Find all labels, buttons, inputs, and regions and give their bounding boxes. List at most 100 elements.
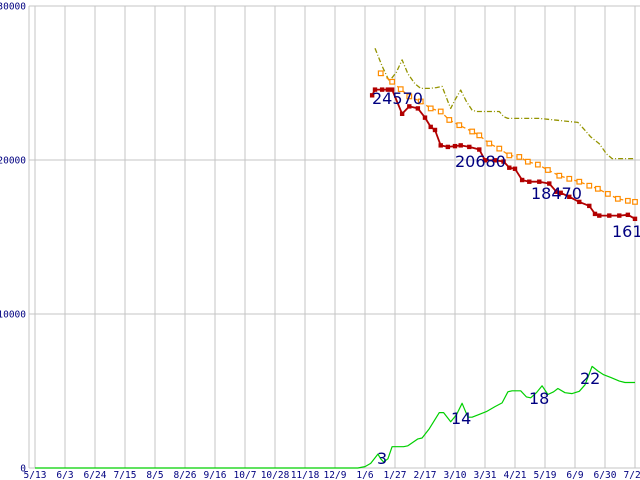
data-point-marker [467, 144, 472, 150]
x-axis-tick-label: 2/17 [414, 470, 437, 480]
data-point-marker [604, 190, 611, 197]
data-point-marker [576, 178, 583, 185]
x-axis-tick-label: 4/21 [504, 470, 527, 480]
x-axis-tick-label: 1/6 [356, 470, 373, 480]
data-point-marker [506, 152, 513, 159]
data-point-marker [389, 87, 395, 92]
y-axis-tick-label: 0 [20, 464, 26, 475]
data-point-marker [385, 87, 391, 92]
data-point-marker [377, 70, 384, 77]
x-axis-tick-label: 11/18 [291, 470, 320, 480]
y-axis-tick-label: 20000 [0, 156, 26, 167]
data-point-marker [624, 197, 631, 204]
x-axis-tick-label: 9/16 [204, 470, 227, 480]
data-point-marker [428, 124, 433, 130]
data-point-marker [566, 175, 573, 182]
data-point-marker [445, 144, 451, 150]
value-annotation: 18 [529, 389, 549, 408]
x-axis-tick-label: 12/9 [324, 470, 347, 480]
data-point-marker [406, 93, 413, 100]
data-point-marker [597, 213, 602, 218]
x-axis-tick-label: 1/27 [384, 470, 407, 480]
data-point-marker [617, 213, 622, 218]
y-axis-tick-label: 30000 [0, 2, 26, 13]
data-point-marker [512, 166, 518, 171]
data-point-marker [496, 145, 503, 152]
value-annotation: 22 [580, 369, 600, 388]
data-point-marker [614, 195, 621, 202]
data-point-marker [477, 147, 482, 152]
data-point-marker [554, 189, 559, 194]
data-point-marker [389, 78, 396, 85]
value-annotation: 3 [377, 449, 387, 468]
data-point-marker [456, 122, 463, 129]
data-point-marker [486, 140, 493, 147]
data-point-marker [458, 143, 463, 148]
x-axis-tick-label: 7/21 [624, 470, 640, 480]
data-point-marker [397, 86, 404, 93]
data-point-marker [507, 165, 512, 170]
data-point-marker [422, 115, 428, 120]
data-point-marker [438, 143, 443, 148]
x-axis-tick-label: 5/19 [534, 470, 557, 480]
data-point-marker [417, 98, 424, 105]
data-point-marker [372, 87, 378, 92]
data-point-marker [516, 154, 523, 160]
value-annotation: 18470 [531, 184, 582, 203]
x-axis-tick-label: 3/10 [444, 470, 467, 480]
data-point-marker [607, 213, 612, 218]
data-point-marker [415, 106, 421, 111]
x-axis-tick-label: 6/24 [84, 470, 107, 480]
x-axis-tick-label: 10/28 [261, 470, 290, 480]
data-point-marker [567, 194, 572, 200]
data-point-marker [586, 182, 593, 189]
x-axis-tick-label: 3/31 [474, 470, 497, 480]
x-axis-tick-label: 6/9 [566, 470, 583, 480]
data-point-marker [592, 211, 598, 217]
value-annotation: 14 [451, 409, 471, 428]
x-axis-tick-label: 5/13 [24, 470, 47, 480]
data-point-marker [407, 104, 412, 109]
data-point-marker [632, 198, 638, 205]
data-point-marker [544, 167, 551, 173]
data-point-marker [524, 158, 531, 165]
data-point-marker [369, 93, 375, 98]
value-annotation: 24570 [372, 89, 423, 108]
data-point-marker [427, 105, 434, 112]
x-axis-tick-label: 6/3 [56, 470, 73, 480]
data-point-marker [446, 117, 453, 123]
value-annotation: 20680 [455, 152, 506, 171]
data-point-marker [547, 181, 552, 186]
x-axis-tick-label: 10/7 [234, 470, 257, 480]
data-point-marker [537, 179, 542, 184]
data-point-marker [432, 127, 438, 133]
data-point-marker [587, 203, 592, 209]
data-point-marker [476, 132, 483, 139]
data-point-marker [558, 190, 563, 196]
data-point-marker [379, 87, 385, 92]
data-point-marker [534, 161, 541, 168]
data-point-marker [469, 128, 476, 135]
x-axis-tick-label: 6/30 [594, 470, 617, 480]
x-axis-tick-label: 8/26 [174, 470, 197, 480]
data-point-marker [399, 111, 405, 116]
green-solid-line [35, 365, 635, 469]
data-point-marker [625, 212, 631, 218]
data-point-marker [437, 108, 444, 115]
value-annotation: 16180 [612, 222, 640, 241]
data-point-marker [482, 158, 488, 163]
data-point-marker [556, 172, 563, 179]
y-axis-tick-label: 10000 [0, 310, 26, 321]
data-point-marker [527, 179, 532, 184]
data-point-marker [492, 158, 498, 163]
olive-dashdot-line [374, 47, 635, 160]
x-axis-tick-label: 8/5 [146, 470, 163, 480]
x-axis-tick-label: 7/15 [114, 470, 137, 480]
data-point-marker [594, 185, 601, 192]
data-point-marker [577, 199, 582, 205]
data-point-marker [452, 143, 458, 149]
data-point-marker [501, 159, 506, 164]
